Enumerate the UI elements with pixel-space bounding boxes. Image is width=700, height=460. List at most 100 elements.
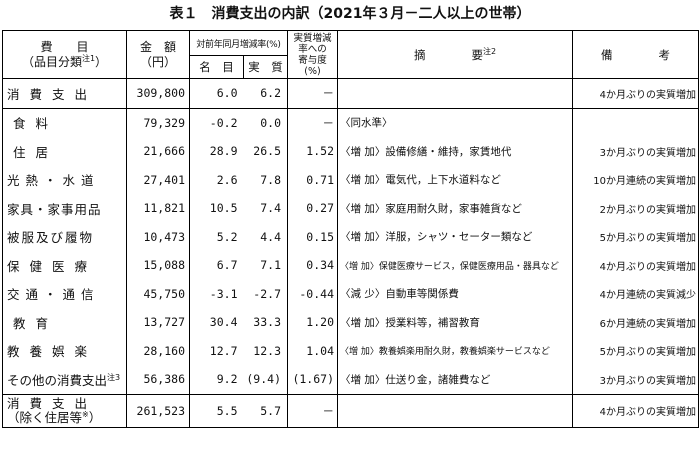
row-nominal: 6.7 [216,258,238,273]
row-real: 4.4 [243,222,288,251]
table-row-excluding-housing: 消費支出 （除く住居等※） 261,523 5.5 5.7 － 4か月ぶりの実質… [2,394,699,428]
row-item: 消費支出 [2,78,127,109]
row-summary: 〈増 加〉電気代，上下水道料など [337,165,573,194]
row-real: (9.4) [243,365,288,395]
row-amount: 15,088 [126,251,190,280]
row-contribution: 0.34 [287,251,338,280]
table-row: 被服及び履物 10,473 5.2 4.4 0.15 〈増 加〉洋服，シャツ・セ… [2,222,699,251]
row-summary: 〈増 加〉家庭用耐久財，家事雑貨など [337,194,573,223]
row-item: 食料 [2,108,127,137]
row-real: 7.4 [243,194,288,223]
row-real: 7.8 [243,165,288,194]
row-contribution: 1.04 [287,336,338,365]
table-row: 消費支出 309,800 6.0 6.2 － 4か月ぶりの実質増加 [2,78,699,109]
table-title: 表１ 消費支出の内訳（2021年３月－二人以上の世帯） [169,6,531,22]
header-item: 費 目 （品目分類注1） [2,30,127,79]
consumption-breakdown-table: 費 目 （品目分類注1） 金 額 （円） 対前年同月増減率(%) 実質増減 率へ… [2,30,699,428]
row-item: 光熱・水道 [2,165,127,194]
table-row: 住居 21,666 28.9 26.5 1.52 〈増 加〉設備修繕・維持，家賃… [2,137,699,166]
row-contribution: 0.15 [287,222,338,251]
row-remarks: 3か月ぶりの実質増加 [572,365,699,395]
row-summary [337,78,573,109]
row-remarks: 10か月連続の実質増加 [572,165,699,194]
row-remarks: 4か月連続の実質減少 [572,279,699,308]
row-contribution: 1.20 [287,308,338,337]
row-contribution: 0.71 [287,165,338,194]
header-nominal: 名 目 [189,55,244,79]
row-remarks: 5か月ぶりの実質増加 [572,222,699,251]
row-summary: 〈減 少〉自動車等関係費 [337,279,573,308]
row-nominal: 5.5 [189,394,244,428]
row-nominal: 2.6 [216,172,238,187]
table-row: 家具・家事用品 11,821 10.5 7.4 0.27 〈増 加〉家庭用耐久財… [2,194,699,223]
header-summary: 摘 要注2 [337,30,573,79]
row-summary: 〈増 加〉授業料等，補習教育 [337,308,573,337]
row-nominal: 12.7 [209,343,238,358]
row-amount: 261,523 [126,394,190,428]
row-real: 33.3 [243,308,288,337]
row-nominal: 9.2 [189,365,244,395]
row-nominal: 10.5 [209,201,238,216]
table-row: 食料 79,329 -0.2 0.0 － 〈同水準〉 [2,108,699,137]
row-remarks: 4か月ぶりの実質増加 [572,394,699,428]
table-row: 教育 13,727 30.4 33.3 1.20 〈増 加〉授業料等，補習教育 … [2,308,699,337]
row-amount: 11,821 [126,194,190,223]
header-contribution: 実質増減 率への 寄与度 (%) [287,30,338,79]
row-remarks: 4か月ぶりの実質増加 [572,78,699,109]
row-amount: 13,727 [126,308,190,337]
row-summary: 〈増 加〉仕送り金，諸雑費など [337,365,573,395]
row-real: 26.5 [243,137,288,166]
row-amount: 28,160 [126,336,190,365]
row-real: 0.0 [243,108,288,137]
row-real: 7.1 [243,251,288,280]
row-contribution: 1.52 [287,137,338,166]
header-amount: 金 額 （円） [126,30,190,79]
row-item: 住居 [2,137,127,166]
header-rate-group: 対前年同月増減率(%) [189,30,288,56]
row-contribution: (1.67) [287,365,338,395]
table-row: 教養娯楽 28,160 12.7 12.3 1.04 〈増 加〉教養娯楽用耐久財… [2,336,699,365]
row-item: 被服及び履物 [2,222,127,251]
row-contribution: － [287,108,338,137]
row-item: 消費支出 （除く住居等※） [2,394,127,428]
row-item: その他の消費支出注3 [2,365,127,395]
row-item: 交通・通信 [2,279,127,308]
row-contribution: -0.44 [287,279,338,308]
row-remarks: 3か月ぶりの実質増加 [572,137,699,166]
row-amount: 45,750 [126,279,190,308]
row-summary: 〈増 加〉教養娯楽用耐久財，教養娯楽サービスなど [337,336,573,365]
row-amount: 10,473 [126,222,190,251]
table-row: その他の消費支出注3 56,386 9.2 (9.4) (1.67) 〈増 加〉… [2,365,699,395]
row-amount: 309,800 [126,78,190,109]
table-row: 保健医療 15,088 6.7 7.1 0.34 〈増 加〉保健医療サービス，保… [2,251,699,280]
header-real: 実 質 [243,55,288,79]
row-nominal: -3.1 [209,286,238,301]
row-real: 12.3 [243,336,288,365]
row-contribution: － [287,78,338,109]
row-real: -2.7 [243,279,288,308]
row-remarks: 2か月ぶりの実質増加 [572,194,699,223]
row-item: 教養娯楽 [2,336,127,365]
row-contribution: 0.27 [287,194,338,223]
row-nominal: 6.0 [189,78,244,109]
row-remarks [572,108,699,137]
table-row: 光熱・水道 27,401 2.6 7.8 0.71 〈増 加〉電気代，上下水道料… [2,165,699,194]
row-summary: 〈増 加〉洋服，シャツ・セーター類など [337,222,573,251]
row-summary: 〈同水準〉 [337,108,573,137]
row-amount: 21,666 [126,137,190,166]
table-row: 交通・通信 45,750 -3.1 -2.7 -0.44 〈減 少〉自動車等関係… [2,279,699,308]
row-item: 保健医療 [2,251,127,280]
row-item: 教育 [2,308,127,337]
row-summary [337,394,573,428]
row-nominal: 28.9 [209,144,238,159]
row-summary: 〈増 加〉保健医療サービス，保健医療用品・器具など [337,251,573,280]
row-remarks: 4か月ぶりの実質増加 [572,251,699,280]
row-remarks: 6か月連続の実質増加 [572,308,699,337]
row-nominal: 5.2 [216,229,238,244]
row-nominal: 30.4 [209,315,238,330]
row-amount: 27,401 [126,165,190,194]
row-nominal: -0.2 [209,115,238,130]
row-amount: 56,386 [126,365,190,395]
row-amount: 79,329 [126,108,190,137]
row-item: 家具・家事用品 [2,194,127,223]
